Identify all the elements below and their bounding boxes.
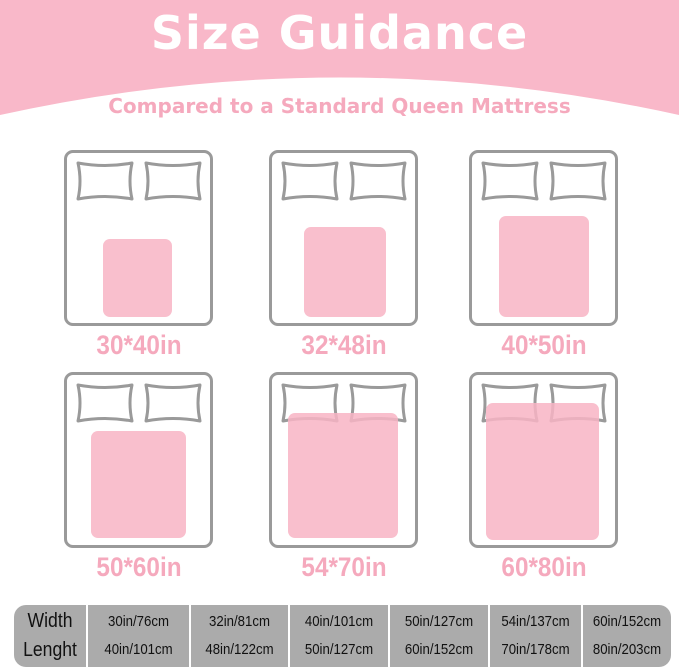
pad-size-overlay: [486, 403, 599, 540]
size-table-column: 32in/81cm 48in/122cm: [191, 605, 288, 667]
header-banner: [0, 0, 679, 115]
pad-size-overlay: [304, 227, 386, 317]
pillow-icon: [477, 159, 543, 207]
size-table-column: 50in/127cm 60in/152cm: [390, 605, 488, 667]
size-table-column: 30in/76cm 40in/101cm: [88, 605, 189, 667]
pillow-icon: [140, 381, 206, 429]
width-value: 30in/76cm: [108, 613, 169, 630]
size-label: 30*40in: [96, 330, 182, 360]
size-label: 40*50in: [501, 330, 587, 360]
pillow-icon: [345, 159, 411, 207]
width-value: 50in/127cm: [404, 613, 474, 630]
length-value: 70in/178cm: [501, 641, 570, 658]
length-value: 80in/203cm: [592, 641, 662, 658]
row-label-length: Lenght: [23, 639, 77, 661]
pad-size-overlay: [103, 239, 172, 317]
length-value: 60in/152cm: [404, 641, 474, 658]
width-value: 54in/137cm: [501, 613, 570, 630]
size-table-column: 60in/152cm 80in/203cm: [583, 605, 671, 667]
row-label-width: Width: [27, 610, 73, 632]
size-label: 32*48in: [301, 330, 387, 360]
width-value: 60in/152cm: [592, 613, 662, 630]
length-value: 48in/122cm: [205, 641, 274, 658]
pillow-icon: [72, 381, 138, 429]
size-label: 50*60in: [96, 552, 182, 582]
pad-size-overlay: [499, 216, 589, 317]
size-label: 54*70in: [301, 552, 387, 582]
pillow-icon: [140, 159, 206, 207]
width-value: 40in/101cm: [304, 613, 374, 630]
pillow-icon: [72, 159, 138, 207]
size-table-column: 40in/101cm 50in/127cm: [290, 605, 388, 667]
pad-size-overlay: [288, 413, 398, 538]
size-table-column: 54in/137cm 70in/178cm: [490, 605, 581, 667]
table-header-cell: Width Lenght: [14, 605, 86, 667]
length-value: 50in/127cm: [304, 641, 374, 658]
page-title: Size Guidance: [150, 6, 529, 60]
length-value: 40in/101cm: [104, 641, 173, 658]
size-label: 60*80in: [501, 552, 587, 582]
pillow-icon: [277, 159, 343, 207]
width-value: 32in/81cm: [209, 613, 270, 630]
pillow-icon: [345, 381, 411, 429]
pad-size-overlay: [91, 431, 186, 538]
pillow-icon: [545, 159, 611, 207]
page-subtitle: Compared to a Standard Queen Mattress: [108, 94, 571, 118]
